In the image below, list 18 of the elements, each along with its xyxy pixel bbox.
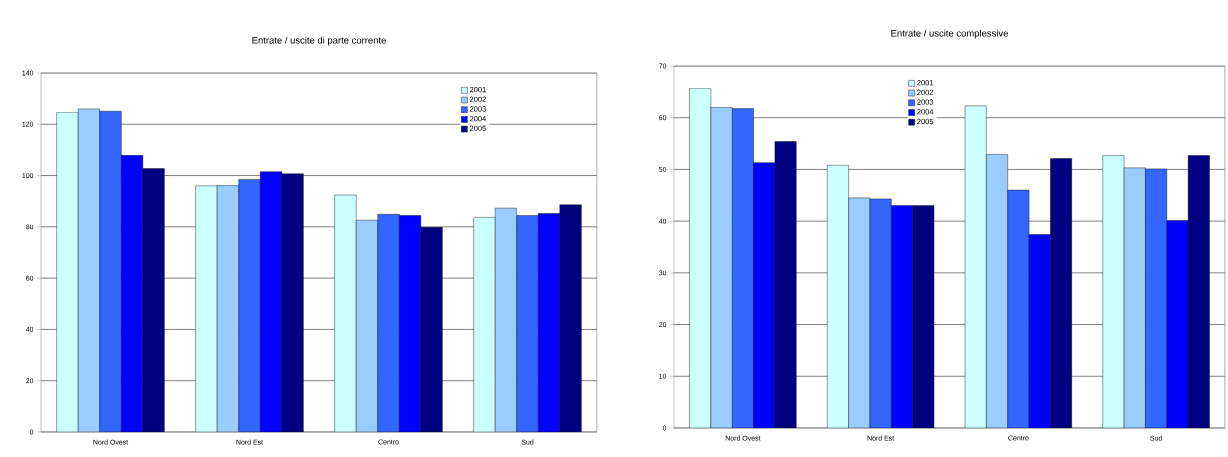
bar bbox=[516, 215, 539, 432]
bar bbox=[538, 213, 561, 432]
bar bbox=[238, 179, 261, 432]
bar bbox=[216, 185, 239, 432]
bar bbox=[399, 215, 422, 432]
bar bbox=[494, 207, 517, 432]
bar bbox=[732, 108, 754, 428]
bar bbox=[1145, 168, 1168, 428]
chart-title: Entrate / uscite complessive bbox=[891, 29, 1008, 39]
bar bbox=[99, 110, 122, 432]
bar bbox=[355, 219, 378, 432]
bar bbox=[869, 198, 892, 428]
bar bbox=[377, 214, 400, 432]
bar bbox=[121, 155, 144, 432]
chart-title: Entrate / uscite di parte corrente bbox=[252, 36, 386, 46]
bar bbox=[260, 171, 283, 432]
bar bbox=[78, 108, 100, 432]
bar bbox=[1007, 189, 1030, 428]
